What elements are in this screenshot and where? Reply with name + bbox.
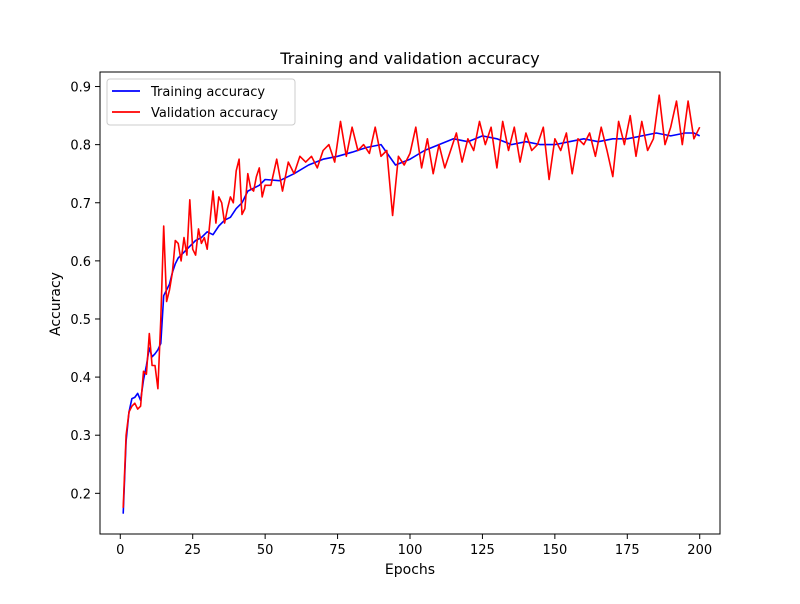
x-ticks: 0 25 50 75 100 125 150 175 200	[116, 534, 712, 558]
y-tick-label: 0.4	[70, 371, 91, 386]
y-tick-label: 0.8	[70, 139, 91, 154]
x-axis-label: Epochs	[385, 562, 435, 578]
x-tick-label: 150	[542, 543, 567, 558]
y-tick-label: 0.5	[70, 313, 91, 328]
x-tick-label: 0	[116, 543, 124, 558]
legend: Training accuracy Validation accuracy	[106, 78, 296, 126]
plot-lines	[122, 94, 701, 514]
legend-entry-label: Validation accuracy	[151, 106, 278, 121]
x-tick-label: 25	[184, 543, 201, 558]
x-tick-label: 50	[257, 543, 274, 558]
y-axis-label: Accuracy	[48, 272, 64, 336]
y-tick-label: 0.3	[70, 429, 91, 444]
x-tick-label: 125	[470, 543, 495, 558]
y-tick-label: 0.2	[70, 487, 91, 502]
chart-title: Training and validation accuracy	[279, 49, 539, 68]
y-tick-label: 0.7	[70, 197, 91, 212]
legend-box	[106, 78, 296, 126]
x-tick-label: 175	[615, 543, 640, 558]
y-ticks: 0.2 0.3 0.4 0.5 0.6 0.7 0.8 0.9	[70, 81, 100, 502]
legend-entry-label: Training accuracy	[150, 85, 265, 100]
plot-frame	[99, 71, 721, 535]
validation-accuracy-line	[122, 94, 701, 508]
y-tick-label: 0.9	[70, 81, 91, 96]
x-tick-label: 75	[329, 543, 346, 558]
x-tick-label: 100	[398, 543, 423, 558]
x-tick-label: 200	[687, 543, 712, 558]
y-tick-label: 0.6	[70, 255, 91, 270]
